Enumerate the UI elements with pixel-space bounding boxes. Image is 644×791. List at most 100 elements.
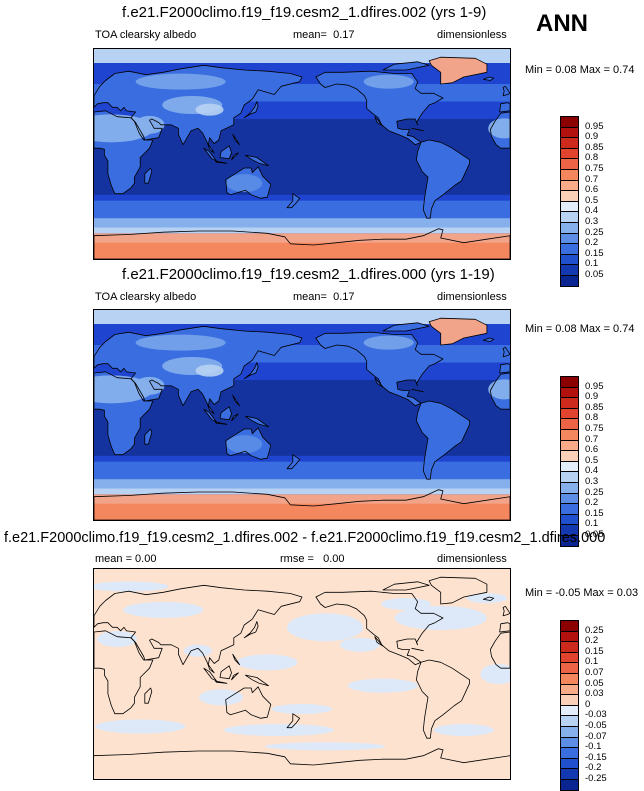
- panel-2-mean: mean= 0.17: [293, 291, 355, 303]
- coastline-sumatra: [203, 409, 217, 422]
- coastline-madagascar: [144, 428, 153, 445]
- coastline-greenland: [429, 57, 487, 84]
- panel-1-mean: mean= 0.17: [293, 29, 355, 41]
- arctic-band: [94, 49, 510, 63]
- colorbar-swatch: [560, 275, 579, 287]
- coastline-s-america: [416, 401, 470, 480]
- colorbar-tick-label: 0.15: [585, 645, 604, 657]
- coastline-philippines: [232, 394, 241, 407]
- coastline-newguinea: [245, 416, 269, 427]
- coastline-japan: [243, 362, 259, 380]
- coastline-greenland: [428, 576, 488, 605]
- canada-albedo: [363, 74, 414, 89]
- colorbar-tick-label: 0.4: [585, 205, 599, 217]
- coastline-nz: [286, 713, 301, 729]
- coastline-indonesia-e: [231, 672, 239, 681]
- coastline-nz: [286, 454, 301, 470]
- panel-1-map: [93, 48, 511, 260]
- south-midlat-band: [94, 200, 510, 219]
- colorbar-tick-label: 0.05: [585, 529, 604, 540]
- colorbar-tick-label: 0.1: [585, 518, 599, 530]
- sea-ice-edge-band: [94, 488, 510, 495]
- negative-anomaly-8: [433, 724, 494, 736]
- coastline-indonesia-e: [231, 152, 239, 161]
- coastline-madagascar: [144, 167, 153, 184]
- colorbar-tick-label: 0: [585, 698, 591, 710]
- colorbar-tick-label: 0.25: [585, 624, 604, 636]
- coastline-iceland: [482, 596, 495, 601]
- coastline-japan: [243, 101, 259, 119]
- colorbar-tick-label: 0.5: [585, 194, 599, 206]
- coastline-java: [214, 160, 228, 164]
- coastline-madagascar: [144, 429, 152, 445]
- negative-anomaly-3: [123, 601, 204, 618]
- southern-ocean-band: [94, 218, 510, 228]
- colorbar-tick-label: 0.6: [585, 184, 599, 196]
- panel-3-mean: mean = 0.00: [95, 553, 157, 565]
- coastline-africa: [94, 110, 154, 195]
- coastline-greenland: [428, 317, 488, 346]
- colorbar-tick-label: 0.25: [585, 486, 604, 498]
- season-label: ANN: [536, 10, 588, 37]
- coastline-s-america: [415, 659, 471, 739]
- negative-anomaly-4: [237, 654, 298, 671]
- colorbar-tick-label: 0.9: [585, 131, 599, 143]
- coastline-n-america: [315, 332, 443, 406]
- coastline-newguinea: [244, 154, 269, 167]
- colorbar-tick-label: 0.3: [585, 476, 599, 487]
- colorbar-tick-label: 0.8: [585, 412, 599, 424]
- colorbar-tick-label: 0.03: [585, 688, 604, 700]
- coastline-africa-w: [489, 111, 510, 149]
- coastline-cuba: [411, 388, 424, 393]
- coastline-nz: [286, 193, 301, 209]
- coastline-japan: [244, 101, 259, 118]
- colorbar-tick-label: 0.9: [585, 391, 599, 403]
- coastline-s-america: [416, 140, 470, 219]
- colorbar-tick-label: 0.85: [585, 141, 604, 153]
- colorbar-tick-label: -0.07: [585, 730, 607, 742]
- arctic-band: [94, 310, 510, 324]
- negative-anomaly-11: [480, 664, 510, 684]
- coastline-cuba: [411, 647, 424, 652]
- negative-anomaly-14: [272, 704, 332, 714]
- tibet-albedo: [195, 364, 224, 377]
- coastline-java: [214, 421, 228, 425]
- coastline-europe-asia: [94, 64, 303, 154]
- antarctic-interior: [94, 503, 510, 520]
- negative-anomaly-16: [94, 581, 169, 592]
- negative-anomaly-5: [347, 678, 418, 693]
- coastline-iceland: [482, 337, 495, 342]
- arabia-albedo: [134, 376, 165, 395]
- panel-1-title: f.e21.F2000climo.f19_f19.cesm2_1.dfires.…: [122, 4, 487, 21]
- coastline-africa: [94, 630, 154, 715]
- coastline-iberia: [499, 622, 510, 633]
- negative-anomaly-13: [184, 644, 212, 657]
- panel-2-map: [93, 309, 511, 521]
- australia-desert-albedo: [226, 435, 263, 454]
- southern-ocean-band: [94, 479, 510, 489]
- negative-anomaly-6: [95, 719, 186, 734]
- colorbar-tick-label: -0.05: [585, 720, 607, 731]
- panel-1-units: dimensionless: [437, 29, 507, 41]
- tibet-albedo: [195, 103, 224, 116]
- panel-3-units: dimensionless: [437, 553, 507, 565]
- coastline-uk: [503, 347, 510, 357]
- negative-anomaly-17: [265, 742, 386, 751]
- colorbar-tick-label: 0.5: [585, 454, 599, 466]
- coastline-s-america: [415, 139, 471, 219]
- coastline-africa-w: [489, 631, 510, 669]
- coastline-iberia: [499, 363, 510, 373]
- coastline-borneo: [220, 145, 232, 159]
- coastline-n-america: [315, 331, 444, 407]
- panel-2-minmax: Min = 0.08 Max = 0.74: [525, 323, 635, 335]
- coastline-europe-asia: [94, 325, 303, 415]
- coastline-canada-arctic: [382, 581, 430, 591]
- colorbar-tick-label: -0.1: [585, 741, 602, 753]
- coastline-greenland: [428, 56, 488, 85]
- colorbar-tick-label: 0.05: [585, 677, 604, 689]
- colorbar-tick-label: 0.25: [585, 226, 604, 238]
- panel-3-map: [93, 568, 511, 780]
- coastline-borneo: [219, 665, 232, 680]
- antarctic-interior: [94, 242, 510, 259]
- siberia-albedo: [135, 73, 226, 90]
